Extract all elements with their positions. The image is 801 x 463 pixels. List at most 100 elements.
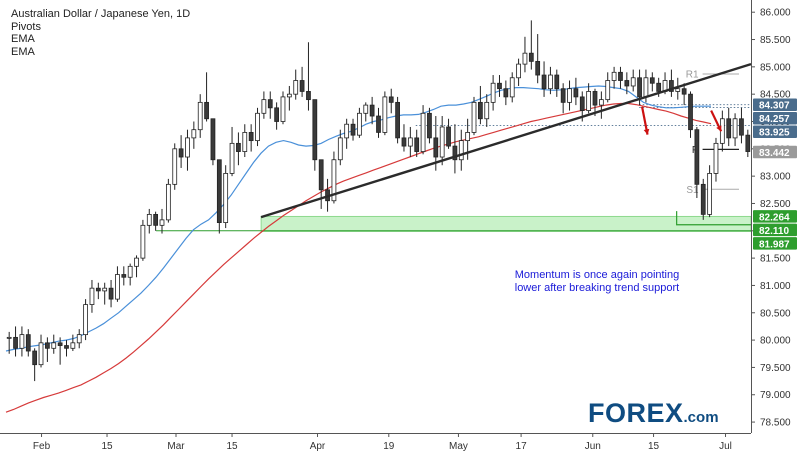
candle-body-up	[19, 334, 25, 349]
candle-body-up	[484, 101, 490, 120]
candle-body-down	[433, 137, 439, 158]
candle-body-up	[605, 80, 611, 101]
candle-body-down	[64, 345, 69, 349]
y-tick-label: 86.000	[760, 8, 791, 19]
candle-body-up	[83, 304, 88, 336]
candle	[694, 126, 700, 199]
candle-body-up	[465, 132, 471, 142]
candle-body-up	[509, 77, 515, 98]
candle	[446, 118, 451, 149]
price-badge: 84.307	[753, 98, 797, 112]
candle-body-down	[688, 93, 693, 131]
candle	[369, 96, 375, 125]
candle-body-down	[573, 88, 579, 98]
y-tick-label: 85.500	[760, 35, 791, 46]
candle-body-down	[452, 145, 458, 161]
x-tick-label: Jun	[585, 441, 601, 452]
x-tick-label: Feb	[33, 441, 51, 452]
price-badge-label: 81.987	[759, 239, 790, 250]
candle-body-up	[490, 82, 496, 103]
down-arrow-1	[641, 106, 650, 135]
candle	[376, 107, 381, 138]
candle-body-up	[516, 63, 521, 79]
candle-body-up	[630, 77, 636, 87]
candle	[191, 121, 197, 149]
candle	[159, 208, 165, 234]
candle-body-up	[102, 287, 108, 292]
candle-body-down	[503, 88, 509, 98]
candle-body-up	[337, 137, 343, 161]
candle-body-down	[32, 350, 38, 366]
price-badge-bg	[753, 237, 797, 250]
candle	[618, 66, 623, 89]
candle	[83, 299, 88, 341]
candle-body-down	[726, 118, 732, 139]
candle	[89, 279, 95, 313]
trend-support-line	[260, 62, 752, 219]
candle-body-down	[401, 137, 407, 147]
price-badge-label: 84.307	[759, 101, 790, 112]
candle	[560, 83, 566, 114]
candle	[649, 72, 655, 92]
candle-body-down	[274, 107, 279, 122]
candle	[261, 91, 267, 119]
candle-body-down	[369, 104, 375, 117]
candle	[592, 88, 598, 117]
candle-body-up	[140, 224, 146, 259]
candle-body-up	[357, 112, 362, 136]
chart-title: Australian Dollar / Japanese Yen, 1D	[11, 8, 191, 20]
candle-body-up	[76, 334, 82, 344]
candle	[223, 165, 229, 229]
candle-body-down	[153, 214, 159, 226]
candle-body-down	[121, 274, 127, 278]
candle-body-down	[446, 126, 451, 147]
candle-body-down	[745, 134, 751, 152]
y-tick-label: 80.000	[760, 336, 791, 347]
candle-body-down	[216, 159, 222, 223]
candle	[344, 118, 350, 149]
candle	[541, 61, 547, 97]
candle-body-up	[611, 71, 617, 81]
price-badge-label: 83.442	[759, 148, 790, 159]
price-badge: 83.925	[753, 125, 797, 139]
candle	[688, 91, 693, 138]
candle	[478, 85, 483, 125]
pivot-label-r1: R1	[686, 69, 699, 80]
price-badge: 83.442	[753, 145, 797, 159]
candle	[605, 72, 611, 103]
legend-ema-1: EMA	[11, 33, 35, 45]
price-badge-bg	[753, 223, 797, 237]
candle-body-down	[388, 96, 394, 103]
candle-body-down	[739, 118, 744, 136]
ema-slow-line	[5, 102, 712, 413]
candle	[51, 334, 57, 354]
trendline-layer	[260, 62, 752, 219]
candle-body-up	[363, 104, 369, 114]
candle-body-down	[637, 77, 642, 98]
candle	[516, 58, 521, 86]
price-badge-bg	[753, 98, 797, 111]
chart-legend: Australian Dollar / Japanese Yen, 1D Piv…	[11, 8, 190, 58]
candle-body-up	[223, 173, 229, 223]
candle-body-down	[579, 96, 585, 111]
x-tick-label: May	[449, 441, 468, 452]
support-zone-layer	[156, 211, 752, 232]
candle	[280, 91, 286, 125]
annotation-line-1: Momentum is once again pointing	[514, 269, 680, 281]
candle	[19, 326, 25, 357]
candle	[242, 124, 248, 158]
candle	[318, 159, 324, 209]
candle	[70, 334, 76, 352]
candle	[363, 102, 369, 122]
price-badge-bg	[753, 210, 797, 223]
price-badge-label: 84.257	[759, 114, 790, 125]
candle-body-up	[675, 88, 681, 92]
candle-body-up	[165, 183, 171, 221]
x-tick-label: Jul	[719, 441, 732, 452]
x-tick-label: 15	[226, 441, 238, 452]
candle-body-up	[242, 132, 248, 152]
candle	[490, 75, 496, 111]
logo-suffix: .com	[683, 409, 719, 426]
candle	[427, 107, 432, 144]
candle-body-down	[624, 80, 630, 87]
